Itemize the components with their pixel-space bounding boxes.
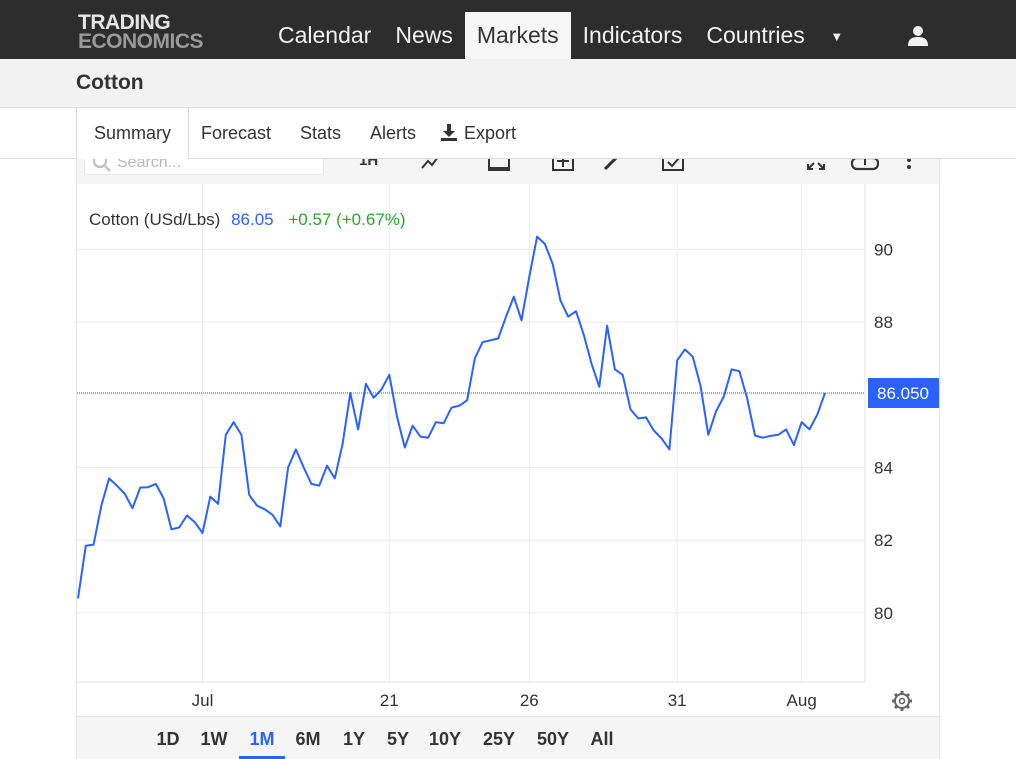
main-nav: Calendar News Markets Indicators Countri… <box>266 12 857 59</box>
tab-bar: Summary Forecast Stats Alerts Export <box>0 108 1016 160</box>
fullscreen-icon[interactable] <box>805 159 827 172</box>
range-1d[interactable]: 1D <box>156 729 180 749</box>
user-icon[interactable] <box>906 24 930 48</box>
y-tick-label: 82 <box>874 531 893 550</box>
page-title: Cotton <box>76 71 144 94</box>
last-price-label: 86.050 <box>877 384 929 403</box>
x-tick-label: 26 <box>520 691 539 710</box>
x-tick-label: Aug <box>787 691 817 710</box>
tab-stats[interactable]: Stats <box>300 123 342 143</box>
range-1m[interactable]: 1M <box>239 725 285 759</box>
range-25y[interactable]: 25Y <box>482 729 516 749</box>
indicator-icon[interactable] <box>419 159 441 172</box>
range-1y[interactable]: 1Y <box>342 729 366 749</box>
gear-icon[interactable] <box>892 691 912 711</box>
chart-grid <box>77 184 865 682</box>
last-price-badge: 86.050 <box>868 378 939 409</box>
x-tick-label: 21 <box>380 691 399 710</box>
chart-panel: 1H <box>76 159 940 759</box>
calendar-icon[interactable] <box>487 159 511 172</box>
y-tick-label: 84 <box>874 459 893 478</box>
nav-calendar[interactable]: Calendar <box>278 22 372 48</box>
search-input[interactable] <box>117 159 317 174</box>
search-icon <box>92 159 111 172</box>
tab-export[interactable]: Export <box>440 108 516 159</box>
time-axis: Jul 21 26 31 Aug <box>192 691 817 710</box>
y-tick-label: 88 <box>874 313 893 332</box>
instrument-name: Cotton (USd/Lbs) <box>89 210 220 229</box>
y-tick-label: 90 <box>874 240 893 259</box>
nav-markets[interactable]: Markets <box>464 12 571 59</box>
add-compare-icon[interactable] <box>551 159 575 172</box>
checkbox-icon[interactable] <box>661 159 685 172</box>
chart-toolbar: 1H <box>77 159 939 184</box>
caret-down-icon[interactable]: ▼ <box>830 29 844 44</box>
quote-header: Cotton (USd/Lbs) 86.05 +0.57 (+0.67%) <box>89 210 406 229</box>
download-cloud-icon[interactable] <box>851 159 879 172</box>
tab-forecast[interactable]: Forecast <box>201 123 272 143</box>
download-icon <box>441 124 457 141</box>
quote-change: +0.57 (+0.67%) <box>288 210 405 229</box>
brand-logo[interactable]: TRADING ECONOMICS <box>78 11 204 53</box>
tab-export-label: Export <box>464 123 517 143</box>
x-tick-label: Jul <box>192 691 214 710</box>
tab-alerts[interactable]: Alerts <box>370 123 417 143</box>
range-5y[interactable]: 5Y <box>386 729 410 749</box>
y-tick-label: 80 <box>874 604 893 623</box>
range-1w[interactable]: 1W <box>200 729 228 749</box>
range-all[interactable]: All <box>590 729 614 749</box>
nav-countries[interactable]: Countries <box>706 22 805 48</box>
nav-news[interactable]: News <box>395 22 453 48</box>
price-axis: 808284868890 <box>874 240 893 623</box>
tab-summary[interactable]: Summary <box>76 108 190 160</box>
more-vertical-icon[interactable] <box>905 159 913 172</box>
symbol-search[interactable] <box>84 159 324 175</box>
nav-indicators[interactable]: Indicators <box>582 22 683 48</box>
range-selector: 1D 1W 1M 6M 1Y 5Y 10Y 25Y 50Y All <box>77 716 939 759</box>
quote-price: 86.05 <box>231 210 274 229</box>
range-6m[interactable]: 6M <box>295 729 321 749</box>
range-50y[interactable]: 50Y <box>536 729 570 749</box>
brand-line-2: ECONOMICS <box>78 30 204 53</box>
brand-line-1: TRADING <box>78 11 171 34</box>
page-header: Cotton <box>0 59 1016 108</box>
range-10y[interactable]: 10Y <box>428 729 462 749</box>
draw-pencil-icon[interactable] <box>601 159 623 172</box>
series-line <box>77 235 826 599</box>
interval-button[interactable]: 1H <box>359 159 379 169</box>
x-tick-label: 31 <box>668 691 687 710</box>
top-navbar: TRADING ECONOMICS Calendar News Markets … <box>0 0 1016 59</box>
